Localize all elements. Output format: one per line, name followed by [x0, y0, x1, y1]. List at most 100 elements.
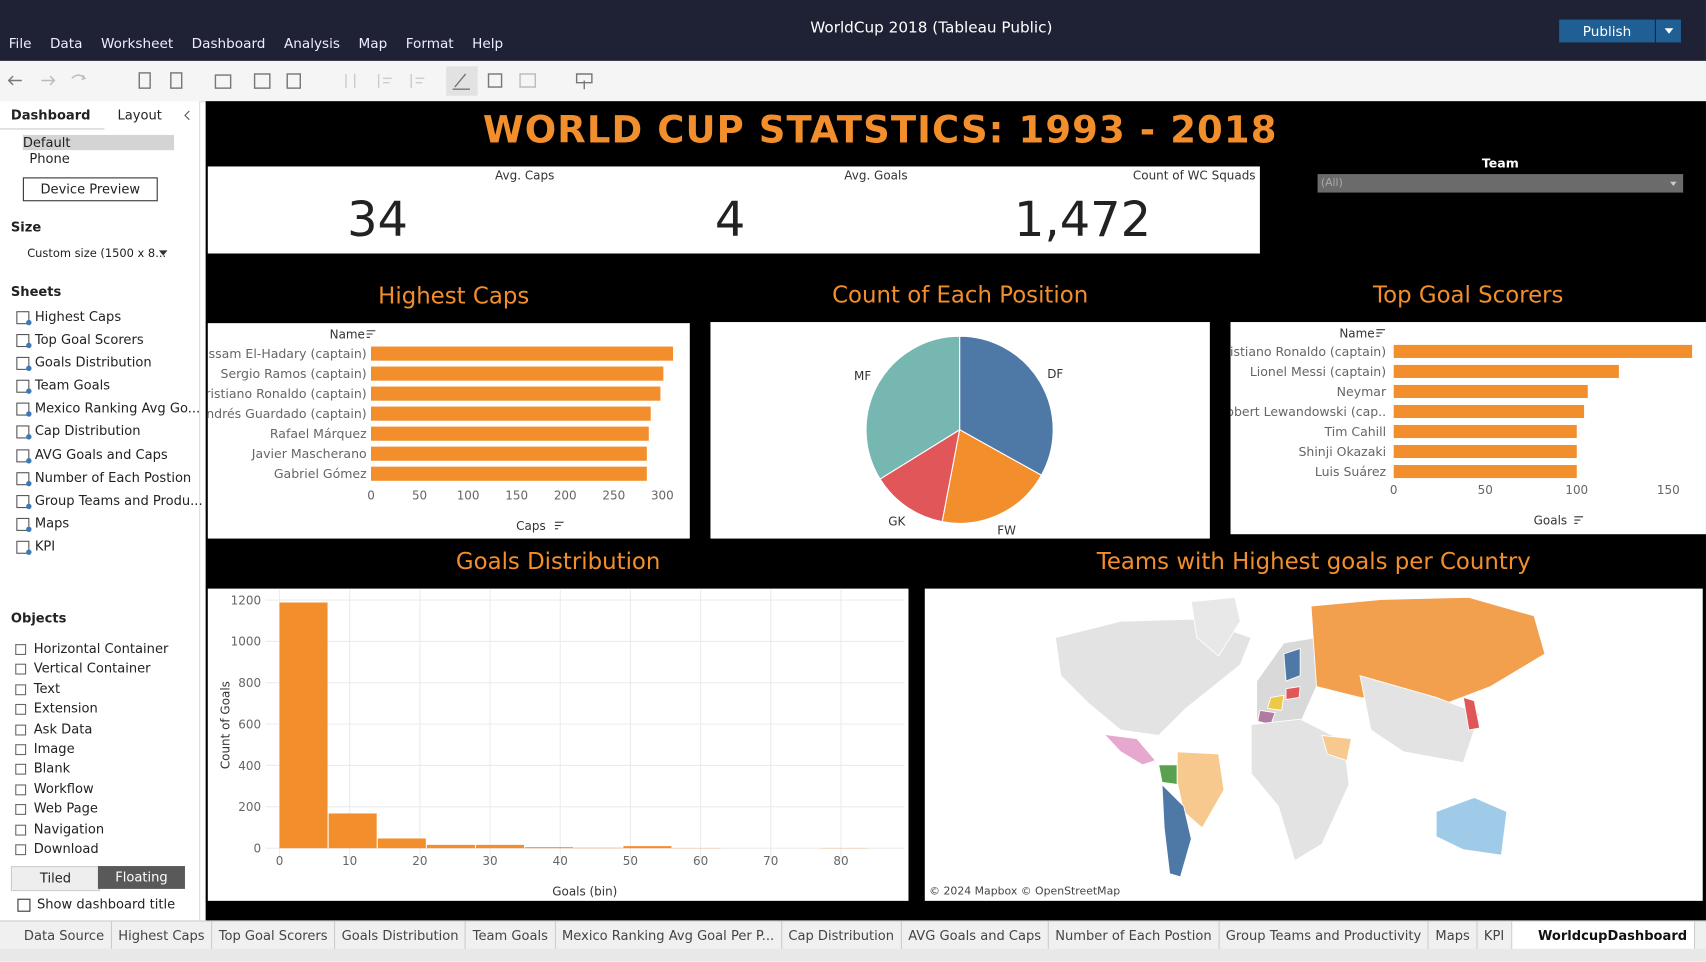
sheet-item[interactable]: Mexico Ranking Avg Go...: [0, 398, 200, 421]
sidebar-tab[interactable]: Layout: [117, 107, 162, 123]
object-item[interactable]: Workflow: [0, 779, 199, 799]
kpi-label: Avg. Caps: [495, 168, 555, 183]
greenland: [1190, 596, 1241, 657]
new-dashboard-icon[interactable]: [253, 73, 271, 89]
menu-item[interactable]: Analysis: [283, 34, 341, 52]
sheet-item[interactable]: Number of Each Postion: [0, 466, 199, 489]
sidebar-tab[interactable]: Dashboard: [10, 107, 91, 123]
highlight-icon[interactable]: [452, 73, 471, 90]
collapse-icon[interactable]: [182, 110, 193, 121]
north-america: [1054, 618, 1252, 736]
histogram-bar: [328, 813, 377, 849]
sheet-item[interactable]: Highest Caps: [0, 306, 199, 329]
sheet-tab[interactable]: AVG Goals and Caps: [902, 921, 1049, 950]
sheet-tab[interactable]: KPI: [1477, 921, 1512, 950]
menu-item[interactable]: Help: [472, 34, 504, 52]
sheet-tab[interactable]: Top Goal Scorers: [212, 921, 336, 950]
sheet-tab[interactable]: Team Goals: [466, 921, 556, 950]
bar-chart: Name Essam El-Hadary (captain) Sergio Ramo…: [207, 323, 690, 539]
sort-desc-icon[interactable]: [410, 73, 425, 89]
sheet-item[interactable]: Maps: [0, 512, 199, 535]
object-item[interactable]: Ask Data: [0, 719, 199, 739]
sheet-item[interactable]: Group Teams and Produ...: [0, 489, 203, 512]
axis-title: Goals: [1534, 513, 1567, 527]
category-label: Javier Mascherano: [251, 446, 367, 461]
sheet-item[interactable]: Goals Distribution: [0, 352, 199, 375]
new-sheet-icon[interactable]: [214, 74, 232, 89]
menu-item[interactable]: Format: [405, 34, 454, 52]
sheet-tab[interactable]: Data Source: [0, 921, 112, 950]
device-option[interactable]: Default: [22, 134, 71, 151]
label-icon[interactable]: [487, 73, 503, 88]
object-item[interactable]: Download: [0, 839, 199, 859]
publish-dropdown[interactable]: [1655, 19, 1681, 43]
axis-title: Count of Goals: [219, 681, 233, 769]
sheet-tab[interactable]: Cap Distribution: [782, 921, 902, 950]
publish-button[interactable]: Publish: [1559, 19, 1655, 43]
swap-icon[interactable]: [345, 73, 356, 89]
x-tick-label: 0: [276, 854, 284, 868]
sheet-item[interactable]: Cap Distribution: [0, 420, 199, 443]
sheet-tab[interactable]: Number of Each Postion: [1049, 921, 1220, 950]
redo-icon[interactable]: [41, 75, 56, 86]
sheet-item[interactable]: Team Goals: [0, 375, 199, 398]
device-preview-button[interactable]: Device Preview: [22, 177, 158, 202]
menu-item[interactable]: File: [8, 34, 32, 52]
floating-toggle[interactable]: Floating: [97, 866, 185, 889]
sheet-tab[interactable]: WorldcupDashboard: [1511, 921, 1695, 950]
fit-icon[interactable]: [519, 73, 537, 88]
object-item[interactable]: Extension: [0, 699, 199, 719]
size-dropdown[interactable]: Custom size (1500 x 8...: [27, 246, 167, 261]
kpi-value: 4: [714, 192, 746, 249]
sheet-tab[interactable]: Maps: [1429, 921, 1478, 950]
bar: [1393, 364, 1619, 378]
sheet-tab[interactable]: Goals Distribution: [335, 921, 467, 950]
toolbar: [0, 60, 1706, 103]
category-label: Neymar: [1337, 384, 1387, 399]
menu-item[interactable]: Map: [358, 34, 388, 52]
object-item[interactable]: Horizontal Container: [0, 639, 199, 659]
app-title: WorldCup 2018 (Tableau Public): [810, 19, 1053, 37]
x-tick-label: 0: [1390, 483, 1398, 497]
sort-asc-icon[interactable]: [377, 73, 392, 89]
menu-item[interactable]: Worksheet: [100, 34, 174, 52]
pause-icon[interactable]: [170, 72, 183, 89]
object-item[interactable]: Web Page: [0, 799, 199, 819]
bar: [1393, 424, 1577, 439]
axis-title: Name: [330, 327, 365, 341]
object-item[interactable]: Image: [0, 739, 199, 759]
new-datasource-icon[interactable]: [138, 72, 151, 89]
sheet-item[interactable]: Top Goal Scorers: [0, 329, 199, 352]
replay-icon[interactable]: [71, 74, 86, 81]
undo-icon[interactable]: [7, 75, 22, 86]
bar: [371, 386, 661, 401]
kpi-panel: Avg. Caps Avg. Goals Count of WC Squads …: [207, 166, 1260, 254]
device-option[interactable]: Phone: [29, 151, 70, 167]
checkbox-label[interactable]: Show dashboard title: [36, 896, 176, 912]
saudi-arabia: [1321, 734, 1352, 762]
object-item[interactable]: Vertical Container: [0, 659, 199, 679]
object-item[interactable]: Blank: [0, 759, 199, 779]
object-item[interactable]: Navigation: [0, 819, 199, 839]
sheet-tab[interactable]: Group Teams and Productivity: [1219, 921, 1429, 950]
present-icon[interactable]: [575, 73, 593, 90]
sheet-item[interactable]: AVG Goals and Caps: [0, 443, 199, 466]
x-tick-label: 40: [553, 854, 568, 868]
histogram: 0 10 20 30 40 50 60 70 80020040060080010001200Go…: [207, 588, 909, 901]
tiled-toggle[interactable]: Tiled: [10, 866, 101, 892]
pie-slice: [941, 428, 1043, 524]
sheet-tab[interactable]: Highest Caps: [112, 921, 213, 950]
slice-label: FW: [997, 524, 1016, 538]
sheet-tab[interactable]: Mexico Ranking Avg Goal Per P...: [556, 921, 782, 950]
object-list: Horizontal Container Vertical Container Te…: [0, 639, 199, 859]
object-item[interactable]: Text: [0, 679, 199, 699]
checkbox[interactable]: [17, 898, 31, 912]
sheet-item[interactable]: KPI: [0, 535, 199, 558]
filter-dropdown[interactable]: (All): [1317, 174, 1684, 193]
menu-item[interactable]: Dashboard: [191, 34, 266, 52]
asia: [1359, 675, 1481, 764]
clear-icon[interactable]: [286, 73, 301, 89]
menu-item[interactable]: Data: [49, 34, 83, 52]
dropdown-arrow: [158, 250, 168, 256]
